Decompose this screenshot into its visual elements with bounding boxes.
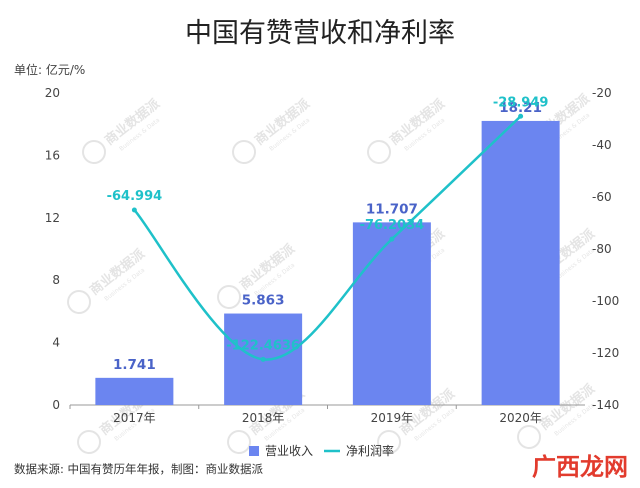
right-axis-tick-label: -100 bbox=[592, 294, 619, 308]
chart-title: 中国有赞营收和净利率 bbox=[185, 18, 455, 49]
right-axis-tick-label: -20 bbox=[592, 86, 612, 100]
left-axis-tick-label: 8 bbox=[52, 273, 60, 287]
line-point bbox=[518, 113, 524, 119]
legend-bar-label: 营业收入 bbox=[265, 444, 313, 458]
bar-value-label: 5.863 bbox=[242, 293, 285, 309]
series-line bbox=[133, 115, 522, 361]
x-axis-tick-label: 2020年 bbox=[499, 411, 542, 425]
legend: 营业收入 净利润率 bbox=[249, 443, 394, 458]
left-axis-tick-label: 0 bbox=[52, 398, 60, 412]
source-note: 数据来源: 中国有赞历年年报，制图：商业数据派 bbox=[14, 462, 264, 476]
unit-label: 单位: 亿元/% bbox=[14, 62, 85, 77]
brand-mark: 广西龙网 bbox=[532, 453, 628, 481]
left-axis-tick-label: 16 bbox=[45, 148, 60, 162]
bar bbox=[95, 377, 174, 405]
line-value-labels: -64.994 -122.4636 -76.2034 -28.949 bbox=[107, 95, 549, 353]
line-value-label: -28.949 bbox=[493, 95, 549, 110]
left-axis-tick-label: 12 bbox=[45, 211, 60, 225]
right-axis-tick-label: -40 bbox=[592, 138, 612, 152]
x-axis-tick-label: 2018年 bbox=[242, 411, 285, 425]
x-axis-tick-label: 2019年 bbox=[371, 411, 414, 425]
line-value-label: -64.994 bbox=[107, 189, 163, 204]
legend-line-label: 净利润率 bbox=[346, 443, 394, 458]
bar-value-label: 18.21 bbox=[499, 100, 542, 116]
bar-value-label: 11.707 bbox=[366, 201, 418, 217]
left-axis-tick-label: 20 bbox=[45, 86, 60, 100]
right-axis-tick-label: -120 bbox=[592, 346, 619, 360]
line-value-label: -76.2034 bbox=[360, 218, 425, 233]
line-series bbox=[131, 113, 524, 362]
bar bbox=[352, 222, 431, 405]
right-axis-tick-label: -140 bbox=[592, 398, 619, 412]
bar bbox=[481, 120, 560, 405]
legend-bar-swatch bbox=[249, 446, 259, 456]
x-axis: 2017年 2018年 2019年 2020年 bbox=[69, 405, 542, 425]
line-point bbox=[389, 236, 395, 242]
line-point bbox=[131, 207, 137, 213]
x-axis-tick-label: 2017年 bbox=[113, 411, 156, 425]
line-value-label: -122.4636 bbox=[226, 338, 300, 353]
left-axis-tick-label: 4 bbox=[52, 336, 60, 350]
right-axis-tick-label: -80 bbox=[592, 242, 612, 256]
line-point bbox=[260, 356, 266, 362]
bar-value-label: 1.741 bbox=[113, 357, 156, 373]
right-y-axis: -20 -40 -60 -80 -100 -120 -140 bbox=[592, 86, 619, 412]
right-axis-tick-label: -60 bbox=[592, 190, 612, 204]
bar-value-labels: 1.741 5.863 11.707 18.21 bbox=[113, 100, 542, 373]
bar-series bbox=[95, 120, 560, 405]
left-y-axis: 0 4 8 12 16 20 bbox=[45, 86, 60, 412]
